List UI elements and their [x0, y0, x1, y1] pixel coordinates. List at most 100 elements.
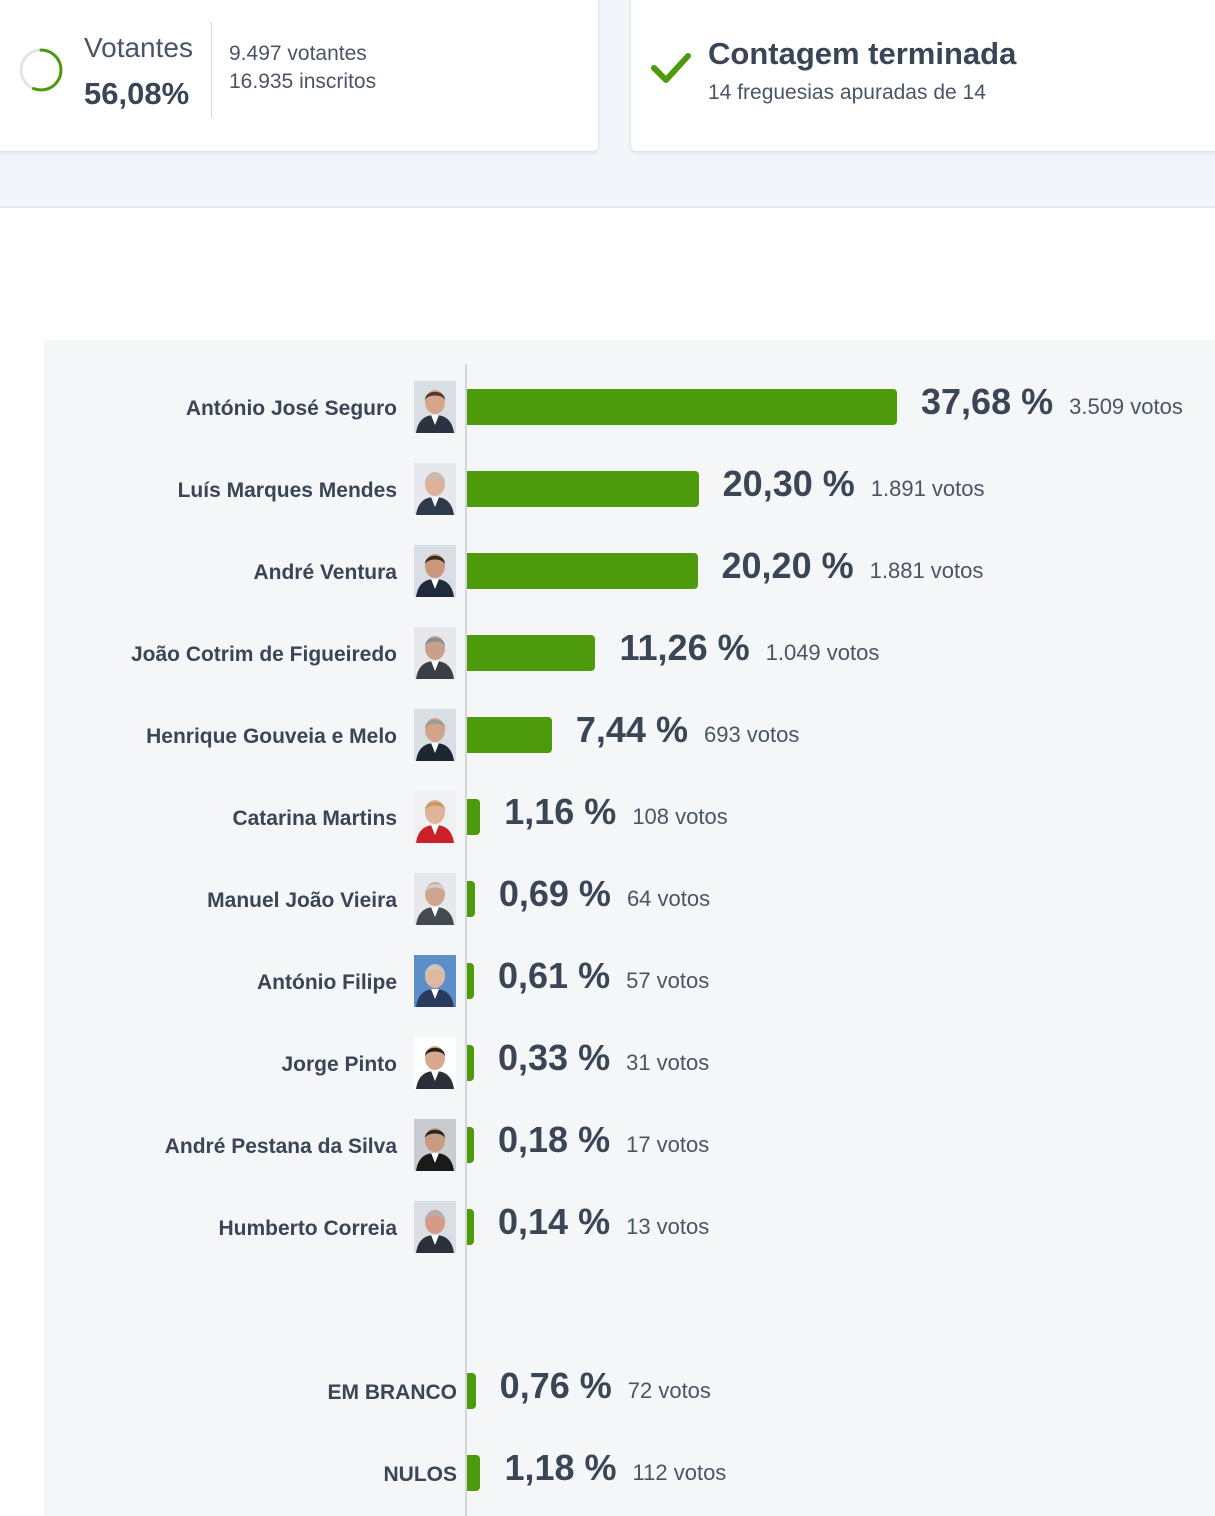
results-chart — [44, 340, 1215, 1516]
checkmark-icon — [651, 53, 691, 83]
result-bar — [467, 635, 596, 671]
percentage-label: 0,69 % — [498, 873, 611, 914]
percentage-label: 0,14 % — [498, 1201, 611, 1242]
candidate-row: Henrique Gouveia e Melo 7,44 % 693 votos — [0, 709, 1215, 769]
result-value: 20,30 % 1.891 votos — [723, 463, 985, 505]
candidate-photo — [414, 545, 456, 597]
candidate-name: António José Seguro — [185, 397, 397, 420]
result-value: 0,18 % 17 votos — [498, 1119, 709, 1161]
candidate-row: André Ventura 20,20 % 1.881 votos — [0, 545, 1215, 605]
result-value: 7,44 % 693 votos — [576, 709, 799, 751]
result-bar — [467, 799, 481, 835]
count-status-title: Contagem terminada — [708, 36, 1017, 71]
votes-label: 31 votos — [626, 1050, 710, 1075]
turnout-ring-icon — [19, 48, 63, 92]
candidate-photo — [414, 873, 456, 925]
result-bar — [467, 1373, 476, 1409]
result-value: 0,33 % 31 votos — [498, 1037, 709, 1079]
candidate-photo — [414, 1037, 456, 1089]
percentage-label: 1,18 % — [504, 1447, 617, 1488]
extra-label: NULOS — [383, 1463, 458, 1486]
candidate-row: António Filipe 0,61 % 57 votos — [0, 955, 1215, 1015]
candidate-photo — [414, 1201, 456, 1253]
votantes-label: Votantes — [84, 32, 193, 63]
percentage-label: 0,76 % — [499, 1365, 612, 1406]
card-divider — [211, 22, 212, 118]
percentage-label: 1,16 % — [504, 791, 617, 832]
candidate-photo — [414, 955, 456, 1007]
candidate-row: Humberto Correia 0,14 % 13 votos — [0, 1201, 1215, 1261]
result-value: 1,16 % 108 votos — [504, 791, 727, 833]
result-value: 37,68 % 3.509 votos — [921, 381, 1183, 423]
count-status-card — [630, 0, 1215, 152]
votes-label: 57 votos — [626, 968, 710, 993]
result-bar — [467, 963, 474, 999]
count-status-subtitle: 14 freguesias apuradas de 14 — [708, 81, 986, 104]
votantes-percentage: 56,08% — [84, 76, 190, 111]
votes-label: 13 votos — [626, 1214, 710, 1239]
candidate-row: Catarina Martins 1,16 % 108 votos — [0, 791, 1215, 851]
percentage-label: 11,26 % — [619, 627, 750, 668]
turnout-ring-fill — [19, 48, 63, 92]
candidate-name: André Pestana da Silva — [164, 1135, 397, 1158]
votes-label: 3.509 votos — [1069, 394, 1183, 419]
result-bar — [467, 717, 552, 753]
votantes-count: 9.497 votantes — [229, 42, 367, 65]
candidate-name: Henrique Gouveia e Melo — [146, 725, 397, 748]
result-bar — [467, 881, 475, 917]
candidate-photo — [414, 791, 456, 843]
candidate-name: Humberto Correia — [218, 1217, 397, 1240]
percentage-label: 0,18 % — [498, 1119, 611, 1160]
extra-row: EM BRANCO 0,76 % 72 votos — [0, 1365, 1215, 1425]
candidate-photo — [414, 627, 456, 679]
result-value: 0,61 % 57 votos — [498, 955, 709, 997]
candidate-row: João Cotrim de Figueiredo 11,26 % 1.049 vo… — [0, 627, 1215, 687]
candidate-row: António José Seguro 37,68 % 3.509 votos — [0, 381, 1215, 441]
candidate-photo — [414, 463, 456, 515]
result-bar — [467, 1455, 481, 1491]
candidate-row: Jorge Pinto 0,33 % 31 votos — [0, 1037, 1215, 1097]
result-bar — [467, 389, 897, 425]
votes-label: 72 votos — [627, 1378, 711, 1403]
result-bar — [467, 1045, 474, 1081]
result-value: 0,14 % 13 votos — [498, 1201, 709, 1243]
candidate-row: Manuel João Vieira 0,69 % 64 votos — [0, 873, 1215, 933]
inscritos-count: 16.935 inscritos — [229, 70, 377, 93]
votes-label: 108 votos — [632, 804, 728, 829]
turnout-card — [0, 0, 599, 152]
candidate-photo — [414, 1119, 456, 1171]
votes-label: 1.881 votos — [869, 558, 984, 583]
candidate-name: Manuel João Vieira — [207, 889, 397, 912]
result-value: 0,76 % 72 votos — [500, 1365, 711, 1407]
candidate-name: André Ventura — [253, 561, 397, 584]
percentage-label: 37,68 % — [921, 381, 1054, 422]
result-value: 11,26 % 1.049 votos — [619, 627, 879, 669]
result-value: 0,69 % 64 votos — [499, 873, 710, 915]
percentage-label: 7,44 % — [575, 709, 688, 750]
percentage-label: 20,20 % — [721, 545, 854, 586]
percentage-label: 20,30 % — [722, 463, 855, 504]
extra-row: NULOS 1,18 % 112 votos — [0, 1447, 1215, 1507]
votes-label: 17 votos — [626, 1132, 710, 1157]
extra-label: EM BRANCO — [327, 1381, 458, 1404]
result-value: 1,18 % 112 votos — [504, 1447, 726, 1489]
candidate-name: Catarina Martins — [232, 807, 397, 830]
candidate-photo — [414, 709, 456, 761]
result-bar — [467, 471, 699, 507]
result-bar — [467, 553, 698, 589]
result-bar — [467, 1127, 474, 1163]
candidate-row: Luís Marques Mendes 20,30 % 1.891 votos — [0, 463, 1215, 523]
percentage-label: 0,33 % — [498, 1037, 611, 1078]
candidate-photo — [414, 381, 456, 433]
candidate-name: Jorge Pinto — [281, 1053, 397, 1076]
result-bar — [467, 1209, 474, 1245]
votes-label: 693 votos — [703, 722, 800, 747]
candidate-row: André Pestana da Silva 0,18 % 17 votos — [0, 1119, 1215, 1179]
votes-label: 1.049 votos — [765, 640, 880, 665]
votes-label: 1.891 votos — [870, 476, 985, 501]
result-value: 20,20 % 1.881 votos — [722, 545, 984, 587]
percentage-label: 0,61 % — [498, 955, 611, 996]
votes-label: 64 votos — [626, 886, 711, 911]
candidate-name: João Cotrim de Figueiredo — [130, 643, 397, 666]
candidate-name: António Filipe — [257, 971, 397, 994]
